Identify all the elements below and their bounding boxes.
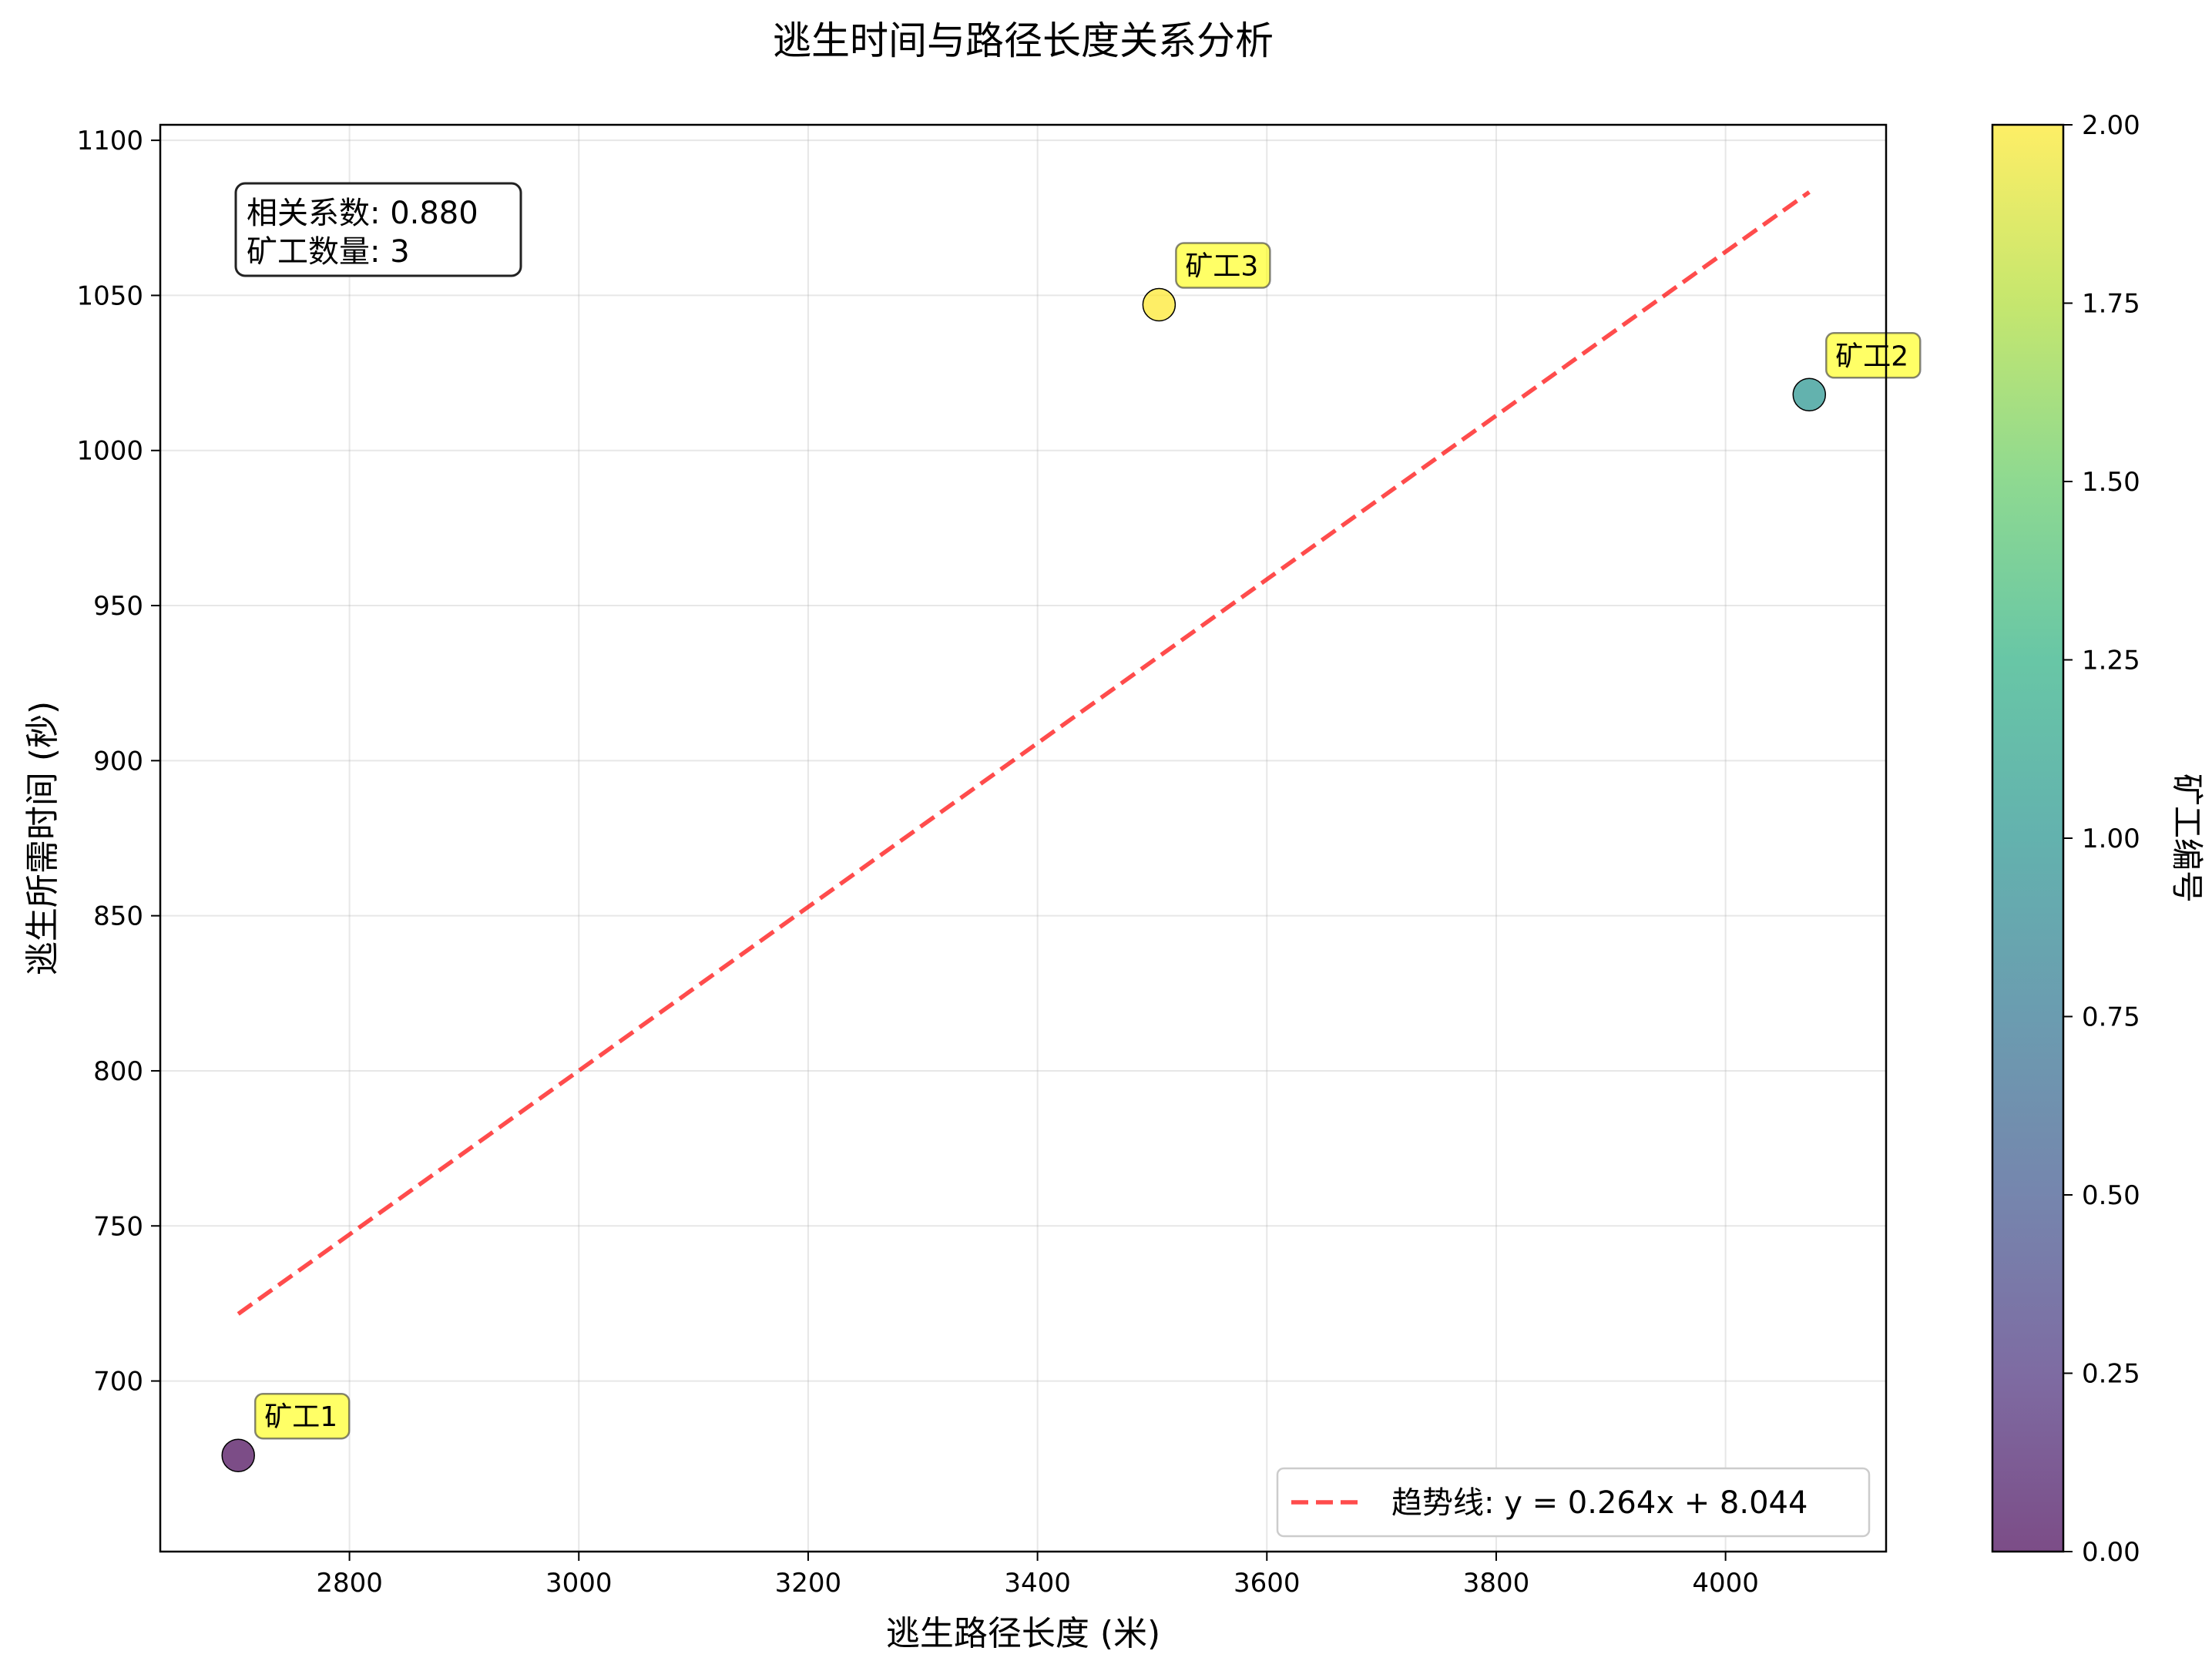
x-tick-label: 2800 — [316, 1568, 383, 1599]
colorbar-tick-label: 2.00 — [2082, 110, 2140, 141]
point-label-box — [253, 1392, 351, 1440]
y-axis-label: 逃生所需时间 (秒) — [23, 701, 62, 975]
x-tick-label: 4000 — [1692, 1568, 1759, 1599]
stats-box: 相关系数: 0.880 矿工数量: 3 — [234, 182, 522, 277]
axis-ticks: 2800 3000 3200 3400 3600 3800 4000 700 750 800 850… — [76, 126, 1758, 1599]
scatter-points — [221, 287, 1827, 1472]
x-axis-label: 逃生路径长度 (米) — [886, 1614, 1160, 1653]
y-tick-label: 1100 — [76, 126, 143, 156]
colorbar-label: 矿工编号 — [2168, 773, 2206, 903]
scatter-point — [1142, 287, 1176, 322]
colorbar-tick-label: 0.25 — [2082, 1359, 2140, 1390]
colorbar-tick-label: 0.00 — [2082, 1537, 2140, 1568]
colorbar-tick-label: 1.25 — [2082, 646, 2140, 676]
colorbar: 0.00 0.25 0.50 0.75 1.00 1.25 1.50 1.75 2.00 矿工编… — [1991, 110, 2206, 1568]
x-tick-label: 3800 — [1463, 1568, 1530, 1599]
point-label: 矿工2 — [1835, 341, 1908, 372]
y-tick-label: 800 — [93, 1056, 143, 1087]
legend-trendline-label: 趋势线: y = 0.264x + 8.044 — [1391, 1485, 1808, 1521]
y-tick-label: 1050 — [76, 280, 143, 311]
colorbar-tick-label: 1.50 — [2082, 467, 2140, 498]
point-label-box — [1175, 242, 1271, 289]
colorbar-tick-label: 0.50 — [2082, 1180, 2140, 1211]
y-tick-label: 900 — [93, 746, 143, 777]
x-tick-label: 3400 — [1004, 1568, 1071, 1599]
y-tick-label: 850 — [93, 901, 143, 932]
chart-title: 逃生时间与路径长度关系分析 — [773, 18, 1274, 63]
colorbar-tick-label: 1.75 — [2082, 289, 2140, 320]
stats-correlation: 相关系数: 0.880 — [247, 196, 478, 231]
trendline — [237, 190, 1811, 1316]
trendline-layer — [237, 190, 1811, 1316]
x-tick-label: 3600 — [1234, 1568, 1301, 1599]
colorbar-ticks: 0.00 0.25 0.50 0.75 1.00 1.25 1.50 1.75 2.00 — [2063, 110, 2140, 1568]
x-tick-label: 3200 — [775, 1568, 842, 1599]
plot-frame — [159, 123, 1888, 1553]
colorbar-tick-label: 1.00 — [2082, 824, 2140, 854]
stats-count: 矿工数量: 3 — [247, 234, 410, 270]
grid-lines — [160, 125, 1886, 1552]
colorbar-gradient — [1991, 123, 2065, 1553]
y-tick-label: 700 — [93, 1367, 143, 1398]
y-tick-label: 750 — [93, 1211, 143, 1242]
point-label-box — [1825, 332, 1922, 379]
point-label: 矿工1 — [264, 1401, 337, 1433]
x-tick-label: 3000 — [545, 1568, 613, 1599]
scatter-point — [221, 1438, 255, 1472]
colorbar-tick-label: 0.75 — [2082, 1002, 2140, 1033]
legend: 趋势线: y = 0.264x + 8.044 — [1276, 1467, 1871, 1538]
scatter-point — [1792, 377, 1827, 412]
y-tick-label: 1000 — [76, 436, 143, 467]
point-label: 矿工3 — [1185, 251, 1258, 283]
point-labels: 矿工1 矿工2 矿工3 — [253, 242, 1922, 1440]
y-tick-label: 950 — [93, 591, 143, 622]
